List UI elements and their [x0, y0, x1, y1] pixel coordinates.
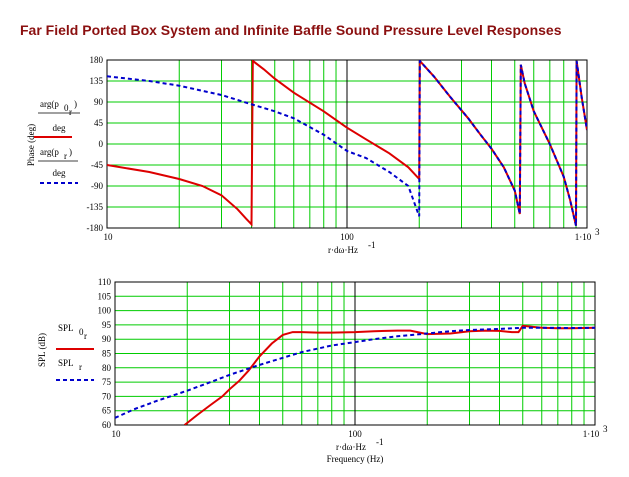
legend-entry-2-sub: r — [64, 151, 67, 161]
x-axis-label: r·dω·Hz — [336, 442, 366, 452]
legend-entry-2-denominator: deg — [53, 168, 66, 178]
y-tick-label: -135 — [87, 202, 104, 212]
x-tick-label: 10 — [112, 429, 122, 439]
series-line-2 — [107, 60, 587, 226]
x-tick-exponent: 3 — [603, 424, 608, 434]
y-tick-label: 0 — [99, 139, 104, 149]
x-tick-label: 10 — [104, 232, 114, 242]
y-tick-label: 75 — [102, 377, 112, 387]
legend-entry-1-sub: 0 — [64, 103, 69, 113]
x-tick-exponent: 3 — [595, 227, 600, 237]
legend-entry-1-denominator: deg — [53, 123, 66, 133]
x-tick-label: 1·10 — [583, 429, 600, 439]
legend-entry-2-numerator: arg(p — [40, 147, 59, 157]
legend-entry-1-close: ) — [74, 99, 77, 109]
legend-entry-1-numerator: arg(p — [40, 99, 59, 109]
x-axis-label: r·dω·Hz — [328, 245, 358, 255]
y-axis-label: Phase (deg) — [26, 124, 36, 166]
legend-entry-2-close: ) — [69, 147, 72, 157]
x-axis-label-exponent: -1 — [368, 240, 376, 250]
series-line-2 — [115, 326, 595, 419]
y-tick-label: -90 — [91, 181, 103, 191]
chart-title: Far Field Ported Box System and Infinite… — [20, 22, 562, 38]
legend-entry-1-subsub: r — [69, 107, 72, 117]
y-tick-label: 180 — [90, 55, 104, 65]
legend-entry-1-text: SPL — [58, 323, 74, 333]
y-tick-label: 60 — [102, 420, 112, 430]
y-tick-label: 135 — [90, 76, 104, 86]
x-tick-label: 100 — [348, 429, 362, 439]
y-tick-label: 90 — [94, 97, 104, 107]
y-tick-label: -180 — [87, 223, 104, 233]
x-tick-label: 1·10 — [575, 232, 592, 242]
x-axis-label-exponent: -1 — [376, 437, 384, 447]
legend-entry-1-subsub: r — [84, 331, 87, 341]
series-line-1 — [183, 324, 595, 425]
y-tick-label: 70 — [102, 391, 112, 401]
y-tick-label: -45 — [91, 160, 103, 170]
y-tick-label: 45 — [94, 118, 104, 128]
plot-frame — [114, 281, 596, 426]
y-tick-label: 85 — [102, 349, 112, 359]
y-tick-label: 110 — [98, 277, 112, 287]
y-tick-label: 95 — [102, 320, 112, 330]
legend-entry-2-text: SPL — [58, 358, 74, 368]
y-tick-label: 90 — [102, 334, 112, 344]
y-tick-label: 105 — [98, 291, 112, 301]
y-tick-label: 65 — [102, 406, 112, 416]
x-tick-label: 100 — [340, 232, 354, 242]
y-tick-label: 80 — [102, 363, 112, 373]
y-tick-label: 100 — [98, 306, 112, 316]
x-axis-label-secondary: Frequency (Hz) — [327, 454, 384, 464]
legend-entry-2-sub: r — [79, 362, 82, 372]
legend-entry-1-sub: 0 — [79, 327, 84, 337]
plot-frame — [106, 59, 588, 229]
y-axis-label: SPL (dB) — [37, 333, 47, 367]
